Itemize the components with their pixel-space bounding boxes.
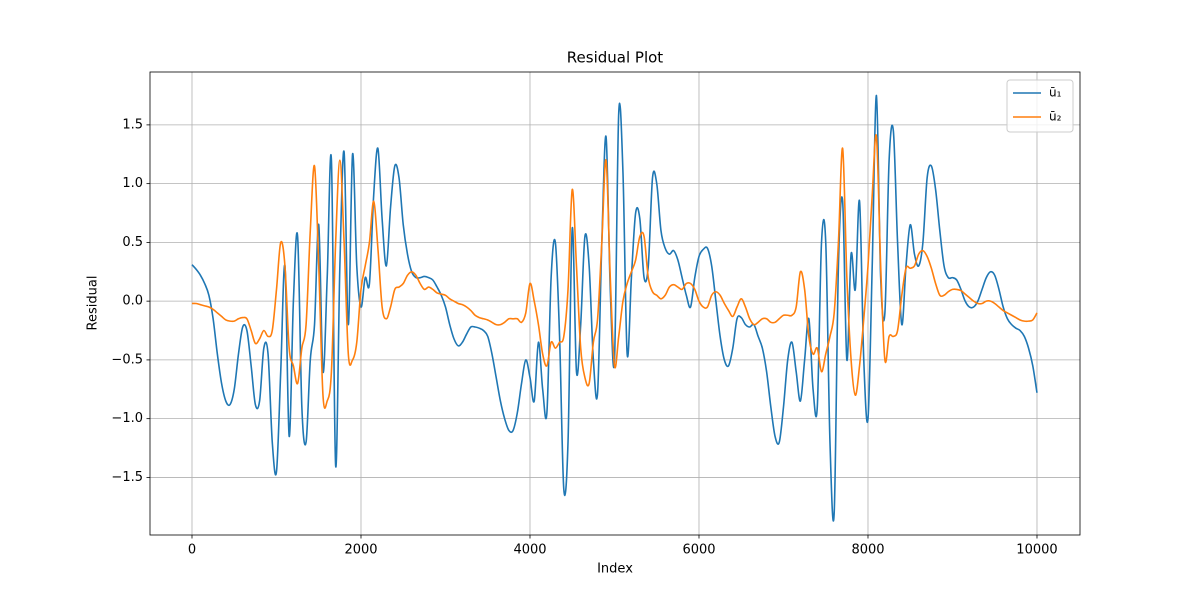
- x-axis-label: Index: [597, 562, 633, 577]
- legend-label: ū₂: [1049, 110, 1062, 124]
- x-tick-label: 4000: [513, 543, 546, 558]
- y-axis-label: Residual: [86, 276, 101, 331]
- x-tick-label: 8000: [851, 543, 884, 558]
- y-tick-label: 1.0: [122, 176, 143, 191]
- y-tick-label: 0.0: [122, 294, 143, 309]
- y-tick-label: −1.5: [111, 470, 143, 485]
- axes-frame: [149, 71, 1081, 536]
- series-line: [191, 134, 1038, 409]
- legend-box: [1006, 79, 1074, 133]
- x-tick-label: 0: [188, 543, 196, 558]
- x-tick-label: 2000: [344, 543, 377, 558]
- legend: ū₁ ū₂: [1006, 79, 1074, 133]
- chart-title: Residual Plot: [567, 49, 664, 67]
- plot-lines: [191, 94, 1038, 522]
- y-tick-label: −0.5: [111, 352, 143, 367]
- ticks: 0 2000 4000 6000 8000 10000 −1.5 −1.0 −0.5 0.0 0.5…: [111, 117, 1057, 557]
- x-tick-label: 10000: [1016, 543, 1057, 558]
- legend-label: ū₁: [1049, 86, 1062, 100]
- y-tick-label: 0.5: [122, 235, 143, 250]
- y-tick-label: −1.0: [111, 411, 143, 426]
- x-tick-label: 6000: [682, 543, 715, 558]
- y-tick-label: 1.5: [122, 117, 143, 132]
